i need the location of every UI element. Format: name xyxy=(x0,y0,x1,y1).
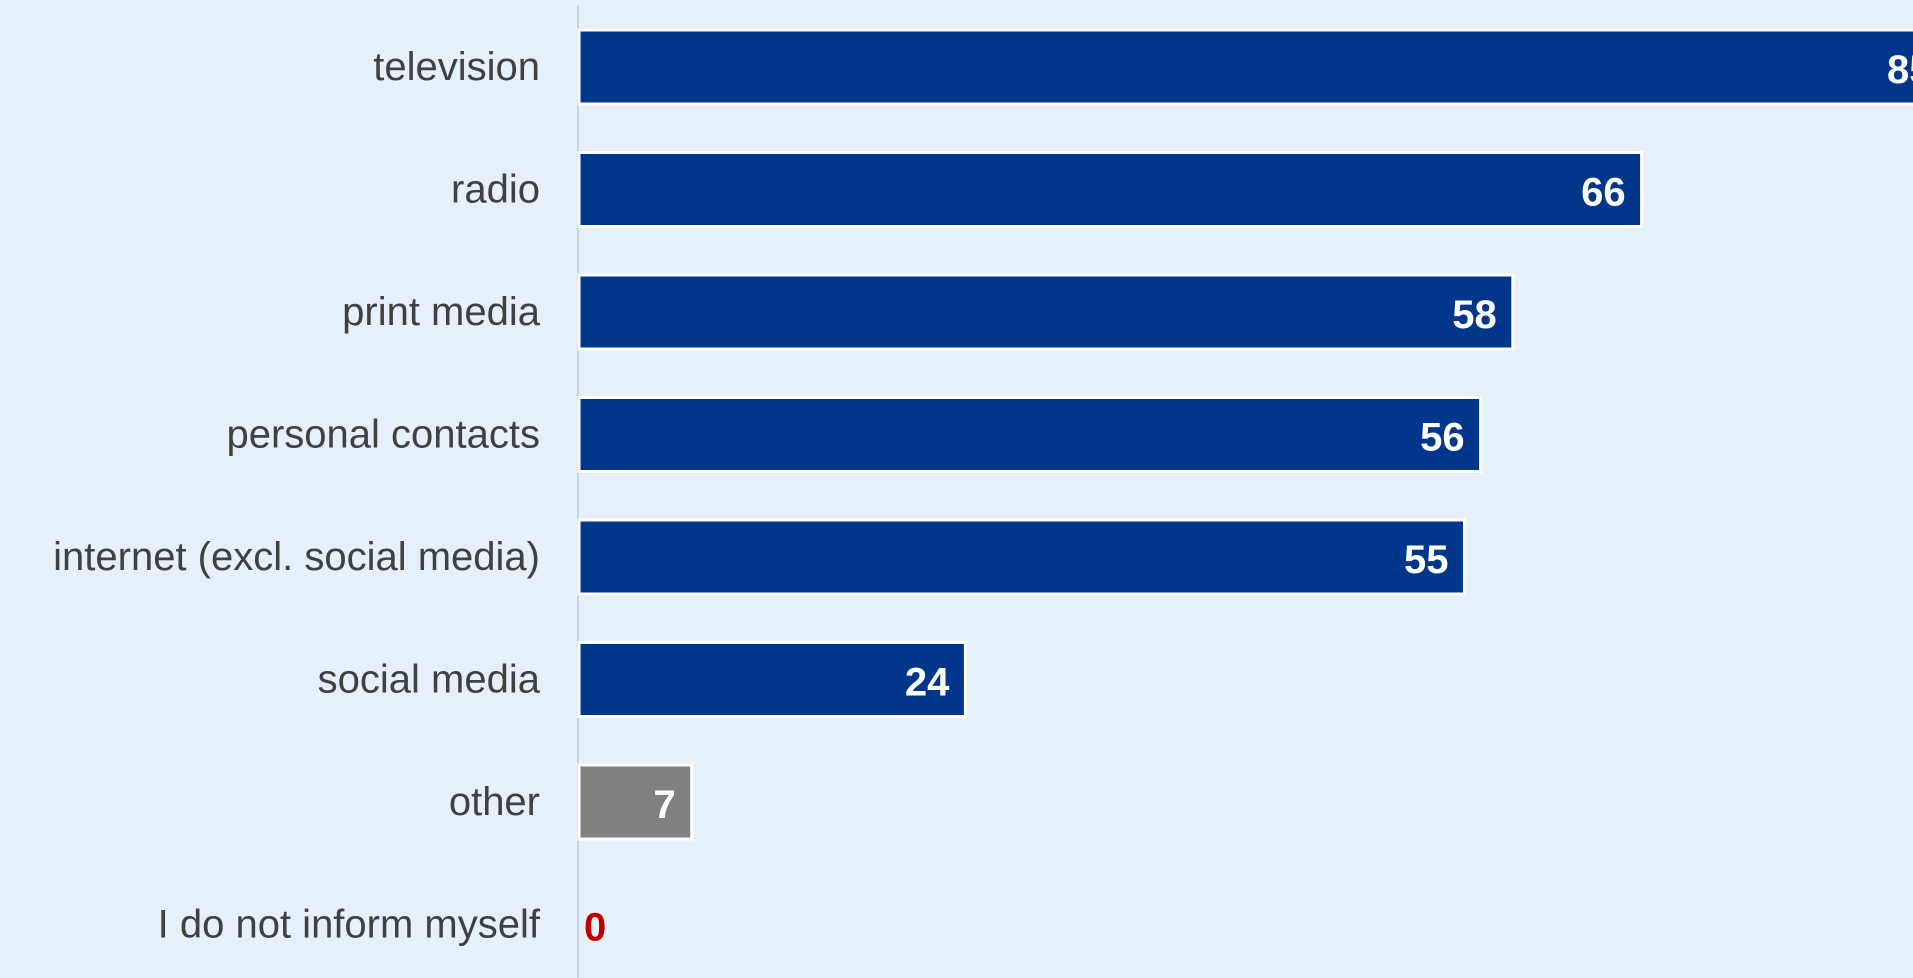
bars-group xyxy=(577,28,1913,841)
category-label: radio xyxy=(451,168,540,212)
bar-internet-excl-social-media xyxy=(577,518,1466,596)
bar-social-media xyxy=(577,641,967,718)
category-label: print media xyxy=(342,290,541,334)
value-label: 66 xyxy=(1581,171,1626,215)
value-label: 56 xyxy=(1420,416,1465,460)
category-label: other xyxy=(449,780,540,824)
value-labels: 85 66 58 56 55 24 7 0 xyxy=(584,48,1913,950)
value-label: 55 xyxy=(1404,538,1449,582)
value-label: 7 xyxy=(653,783,675,827)
category-label: internet (excl. social media) xyxy=(53,535,540,579)
bar-radio xyxy=(577,151,1644,228)
category-label: I do not inform myself xyxy=(158,903,541,947)
category-label: personal contacts xyxy=(226,413,540,457)
value-label: 0 xyxy=(584,906,606,950)
category-label: social media xyxy=(318,658,541,702)
value-label: 85 xyxy=(1887,48,1913,92)
bar-other xyxy=(577,763,694,841)
bar-personal-contacts xyxy=(577,396,1483,473)
value-label: 58 xyxy=(1452,293,1497,337)
category-label: television xyxy=(373,45,540,89)
value-label: 24 xyxy=(905,661,950,705)
bar-print-media xyxy=(577,273,1515,351)
bar-television xyxy=(577,28,1913,106)
category-labels: television radio print media personal conta… xyxy=(53,45,541,947)
